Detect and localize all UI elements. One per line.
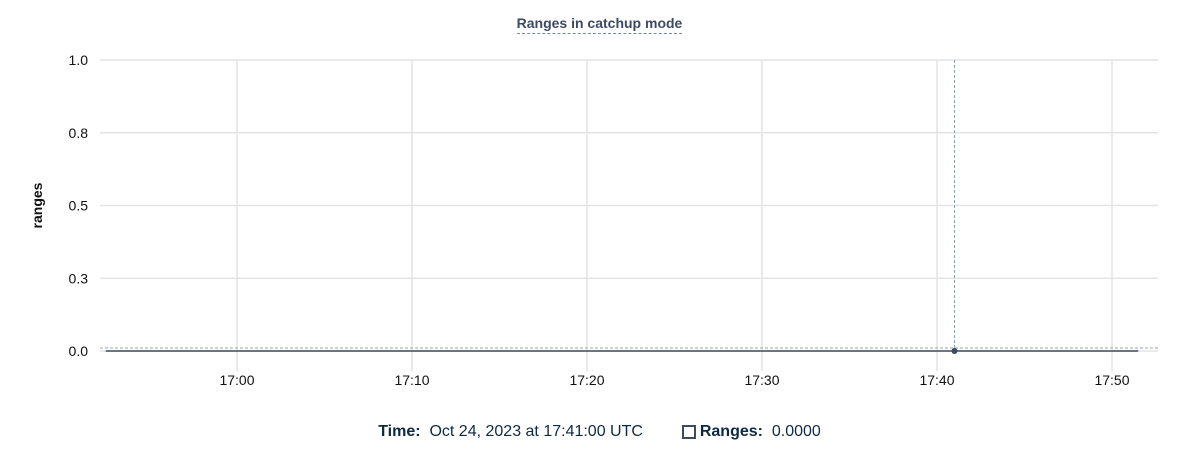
y-tick-label: 0.0 xyxy=(69,343,89,359)
x-tick-label: 17:00 xyxy=(219,372,254,388)
hover-point xyxy=(951,348,958,354)
chart-legend: Time: Oct 24, 2023 at 17:41:00 UTC Range… xyxy=(0,423,1199,441)
y-tick-label: 0.8 xyxy=(69,125,89,141)
chart-title[interactable]: Ranges in catchup mode xyxy=(0,15,1199,34)
x-tick-label: 17:50 xyxy=(1094,372,1129,388)
time-label: Time: xyxy=(378,423,421,440)
series-checkbox[interactable] xyxy=(681,425,696,439)
x-tick-label: 17:30 xyxy=(744,372,779,388)
time-value: Oct 24, 2023 at 17:41:00 UTC xyxy=(429,423,643,440)
series-label: Ranges: xyxy=(699,423,763,440)
y-tick-label: 0.5 xyxy=(69,198,89,214)
series-value: 0.0000 xyxy=(771,423,821,440)
x-tick-label: 17:40 xyxy=(919,372,954,388)
y-tick-label: 1.0 xyxy=(69,52,89,68)
x-tick-label: 17:10 xyxy=(394,372,429,388)
y-axis-label: ranges xyxy=(29,182,45,228)
x-tick-label: 17:20 xyxy=(569,372,604,388)
y-tick-label: 0.3 xyxy=(69,270,89,286)
